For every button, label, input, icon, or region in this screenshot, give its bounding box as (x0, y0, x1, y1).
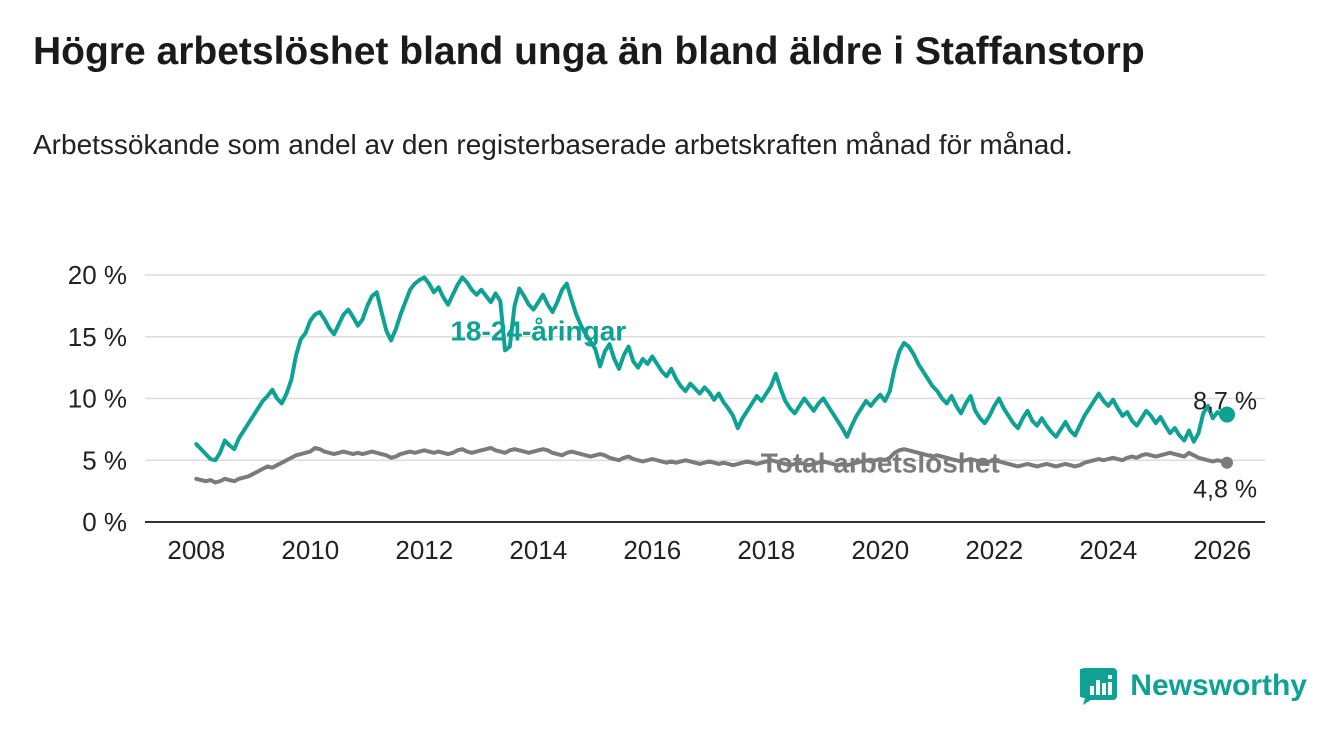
x-tick-label: 2018 (737, 535, 795, 565)
y-tick-label: 5 % (82, 445, 127, 475)
x-tick-label: 2012 (395, 535, 453, 565)
series-line (194, 445, 1230, 485)
x-tick-label: 2020 (851, 535, 909, 565)
y-tick-label: 20 % (68, 260, 127, 290)
y-tick-label: 10 % (68, 384, 127, 414)
series-end-dot (1221, 456, 1234, 469)
newsworthy-logo-text: Newsworthy (1130, 669, 1307, 702)
unemployment-line-chart: 0 % 5 % 10 % 15 % 20 % 2008 2010 2012 2014 2016 20… (68, 260, 1265, 565)
chart-annotation: 8,7 % (1193, 388, 1257, 416)
x-tick-label: 2022 (965, 535, 1023, 565)
newsworthy-logo-icon (1080, 667, 1118, 705)
x-tick-label: 2024 (1079, 535, 1137, 565)
x-tick-label: 2008 (167, 535, 225, 565)
x-tick-label: 2014 (509, 535, 567, 565)
chart-area: 0 % 5 % 10 % 15 % 20 % 2008 2010 2012 2014 2016 20… (0, 250, 1340, 582)
x-tick-label: 2026 (1193, 535, 1251, 565)
series-end-dot (1219, 406, 1236, 423)
chart-annotation: 18-24-åringar (450, 315, 626, 346)
y-tick-label: 0 % (82, 507, 127, 537)
y-tick-label: 15 % (68, 322, 127, 352)
series-line (194, 275, 1230, 463)
chart-annotation: Total arbetslöshet (761, 448, 1000, 479)
chart-subtitle: Arbetssökande som andel av den registerb… (33, 129, 1073, 160)
page-title: Högre arbetslöshet bland unga än bland ä… (33, 30, 1145, 73)
newsworthy-logo: Newsworthy (1080, 666, 1307, 706)
x-tick-label: 2010 (281, 535, 339, 565)
chart-annotation: 4,8 % (1193, 475, 1257, 503)
x-tick-label: 2016 (623, 535, 681, 565)
